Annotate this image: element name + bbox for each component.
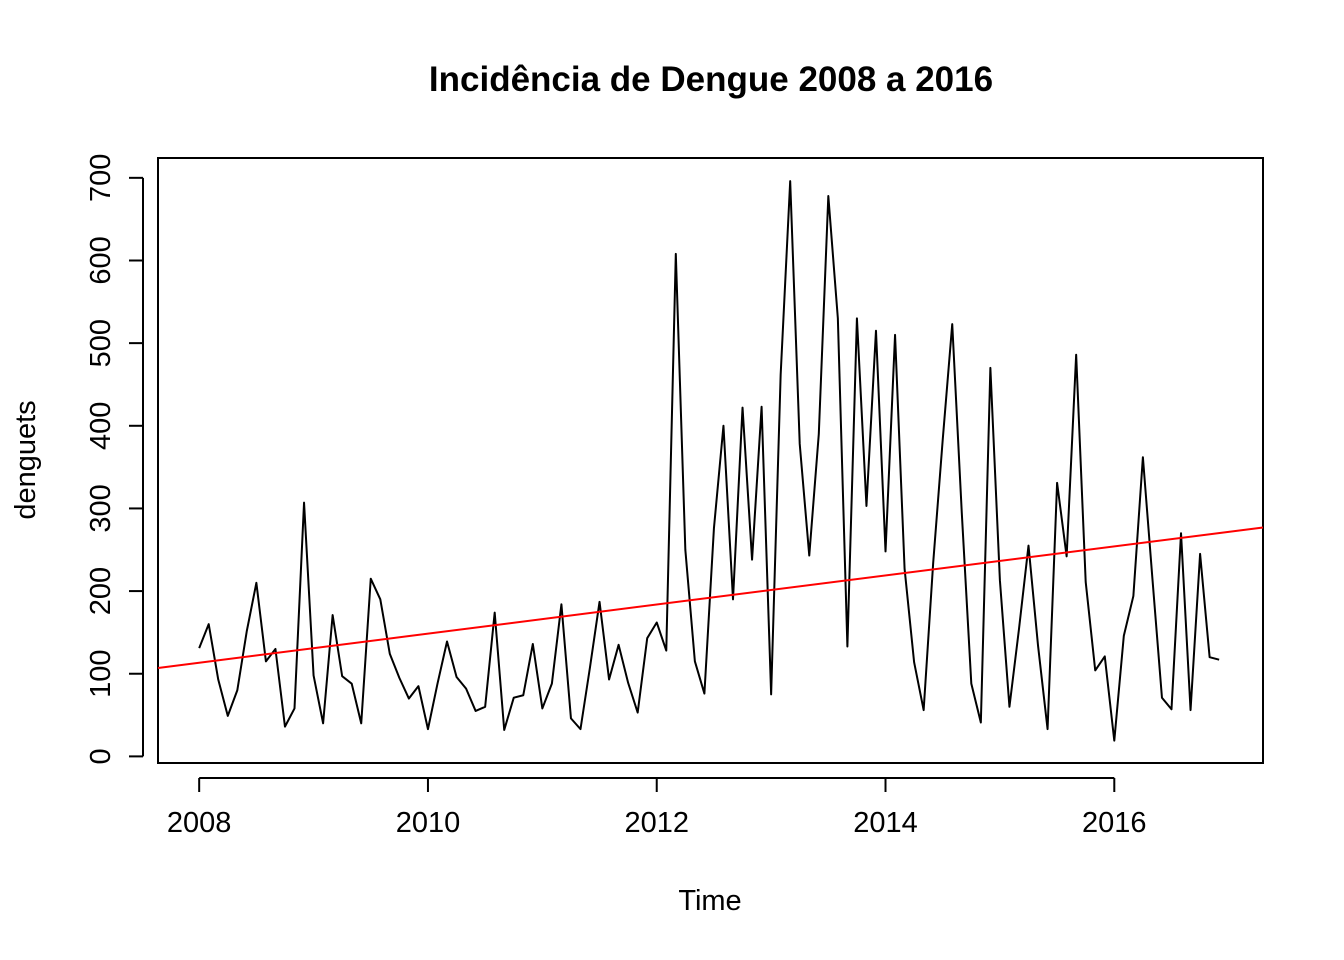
x-tick-label: 2014 [853, 807, 918, 839]
y-axis: 0 100 200 300 400 500 600 700 [85, 154, 144, 764]
y-tick-label: 700 [85, 154, 117, 202]
y-tick-label: 400 [85, 402, 117, 450]
x-tick-label: 2016 [1082, 807, 1147, 839]
y-tick-label: 200 [85, 567, 117, 615]
x-axis-label: Time [678, 885, 741, 917]
series-layer [157, 180, 1264, 742]
chart-title: Incidência de Dengue 2008 a 2016 [429, 60, 993, 99]
x-tick-label: 2008 [167, 807, 232, 839]
y-tick-label: 600 [85, 236, 117, 284]
series-denguets-line [198, 180, 1220, 742]
y-tick-label: 0 [85, 748, 117, 764]
y-tick-label: 300 [85, 484, 117, 532]
plot-box [157, 157, 1264, 764]
y-tick-label: 100 [85, 650, 117, 698]
trend-line [157, 526, 1264, 669]
x-axis: 2008 2010 2012 2014 2016 [167, 777, 1147, 839]
x-tick-label: 2010 [396, 807, 461, 839]
x-tick-label: 2012 [624, 807, 689, 839]
y-axis-label: denguets [10, 400, 42, 519]
y-tick-label: 500 [85, 319, 117, 367]
